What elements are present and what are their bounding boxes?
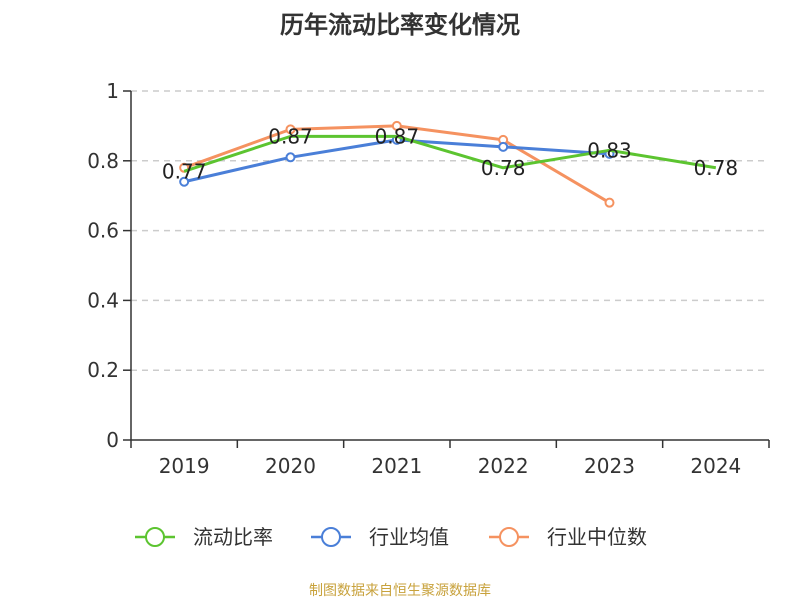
legend-item-3[interactable]: 行业中位数 bbox=[489, 525, 647, 549]
y-tick-label: 0.4 bbox=[87, 288, 119, 312]
grid-lines bbox=[131, 90, 769, 371]
y-tick-label: 0.6 bbox=[87, 219, 119, 243]
y-tick-label: 0.8 bbox=[87, 149, 119, 173]
source-note: 制图数据来自恒生聚源数据库 bbox=[309, 583, 491, 599]
series-layer bbox=[179, 120, 717, 208]
legend-circle-icon bbox=[321, 527, 341, 547]
series-3-point bbox=[391, 120, 402, 131]
series-2-point bbox=[498, 141, 509, 152]
legend-label: 行业中位数 bbox=[547, 525, 647, 549]
series-3-point bbox=[285, 124, 296, 135]
legend-label: 流动比率 bbox=[193, 525, 273, 549]
data-label: 0.87 bbox=[375, 124, 420, 148]
axes: 0 0.2 0.4 0.6 0.8 1 2019 2020 2021 2022 2023 2024 bbox=[87, 79, 770, 478]
x-tick-label: 2022 bbox=[478, 454, 529, 478]
data-label: 0.78 bbox=[694, 156, 739, 180]
legend[interactable]: 流动比率 行业均值 行业中位数 bbox=[135, 525, 647, 549]
data-label: 0.77 bbox=[162, 159, 207, 183]
data-label: 0.87 bbox=[268, 124, 313, 148]
legend-item-2[interactable]: 行业均值 bbox=[311, 525, 449, 549]
legend-circle-icon bbox=[145, 527, 165, 547]
series-2-point bbox=[179, 176, 190, 187]
x-tick-label: 2019 bbox=[159, 454, 210, 478]
legend-item-1[interactable]: 流动比率 bbox=[135, 525, 273, 549]
legend-circle-icon bbox=[499, 527, 519, 547]
x-tick-label: 2020 bbox=[265, 454, 316, 478]
series-2-point bbox=[285, 152, 296, 163]
data-labels: 0.77 0.87 0.87 0.78 0.83 0.78 bbox=[162, 124, 738, 183]
series-3-point bbox=[604, 197, 615, 208]
x-tick-label: 2024 bbox=[690, 454, 741, 478]
chart-title: 历年流动比率变化情况 bbox=[280, 11, 520, 39]
y-tick-label: 0 bbox=[106, 428, 119, 452]
x-tick-label: 2021 bbox=[371, 454, 422, 478]
y-tick-label: 1 bbox=[106, 79, 119, 103]
x-tick-label: 2023 bbox=[584, 454, 635, 478]
data-label: 0.83 bbox=[587, 138, 632, 162]
series-line-1 bbox=[183, 134, 717, 173]
data-label: 0.78 bbox=[481, 156, 526, 180]
y-tick-label: 0.2 bbox=[87, 358, 119, 382]
legend-label: 行业均值 bbox=[369, 525, 449, 549]
